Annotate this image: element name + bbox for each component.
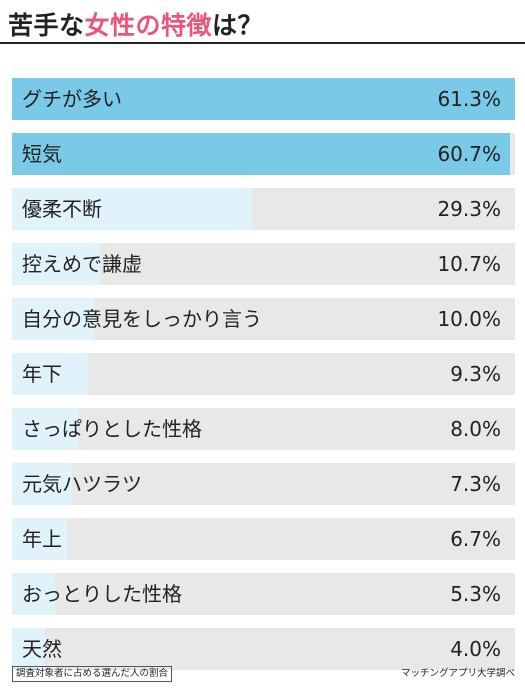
source-credit: マッチングアプリ大学調べ <box>400 668 515 679</box>
bar-label: 天然 <box>22 637 62 661</box>
bar-row: 優柔不断 29.3% <box>12 188 515 230</box>
bar-label: 控えめで謙虚 <box>22 252 142 276</box>
bar-row: 元気ハツラツ 7.3% <box>12 463 515 505</box>
bar <box>12 353 89 395</box>
bar-row: さっぱりとした性格 8.0% <box>12 408 515 450</box>
bar <box>12 133 511 175</box>
bar-row: おっとりした性格 5.3% <box>12 573 515 615</box>
chart-title: 苦手な女性の特徴は？ <box>8 6 263 42</box>
bar <box>12 78 515 120</box>
title-prefix: 苦手な <box>8 11 85 40</box>
title-emphasis: 女性の特徴 <box>84 11 213 40</box>
bar-value-label: 60.7% <box>437 142 501 166</box>
bar-value-label: 8.0% <box>450 417 501 441</box>
bar <box>12 188 253 230</box>
bar <box>12 463 72 505</box>
bar <box>12 298 95 340</box>
bar-row: 控えめで謙虚 10.7% <box>12 243 515 285</box>
bar-chart: グチが多い 61.3% 短気 60.7% 優柔不断 29.3% 控えめで謙虚 10.7% 自分の… <box>12 78 515 683</box>
bar-value-label: 9.3% <box>450 362 501 386</box>
bar-row: 短気 60.7% <box>12 133 515 175</box>
bar-value-label: 61.3% <box>437 87 501 111</box>
bar-value-label: 7.3% <box>450 472 501 496</box>
footnote: 調査対象者に占める選んだ人の割合 <box>12 666 173 682</box>
bar-value-label: 10.0% <box>437 307 501 331</box>
bar-label: 優柔不断 <box>22 197 102 221</box>
bar-row: 天然 4.0% <box>12 628 515 670</box>
bar-label: 元気ハツラツ <box>22 472 142 496</box>
bar-row: 年上 6.7% <box>12 518 515 560</box>
bar <box>12 408 78 450</box>
bar-value-label: 4.0% <box>450 637 501 661</box>
bar-label: 自分の意見をしっかり言う <box>22 307 262 331</box>
bar <box>12 243 100 285</box>
bar-row: 自分の意見をしっかり言う 10.0% <box>12 298 515 340</box>
bar-value-label: 6.7% <box>450 527 501 551</box>
bar-row: 年下 9.3% <box>12 353 515 395</box>
bar-label: 短気 <box>22 142 62 166</box>
bar-value-label: 10.7% <box>437 252 501 276</box>
bar-label: 年上 <box>22 527 62 551</box>
bar-value-label: 29.3% <box>437 197 501 221</box>
title-underline <box>0 42 525 44</box>
bar-label: さっぱりとした性格 <box>22 417 202 441</box>
bar-value-label: 5.3% <box>450 582 501 606</box>
bar-row: グチが多い 61.3% <box>12 78 515 120</box>
title-suffix: は？ <box>212 11 264 40</box>
bar <box>12 518 67 560</box>
bar-label: グチが多い <box>22 87 122 111</box>
bar <box>12 573 56 615</box>
bar <box>12 628 45 670</box>
bar-label: 年下 <box>22 362 62 386</box>
bar-label: おっとりした性格 <box>22 582 182 606</box>
